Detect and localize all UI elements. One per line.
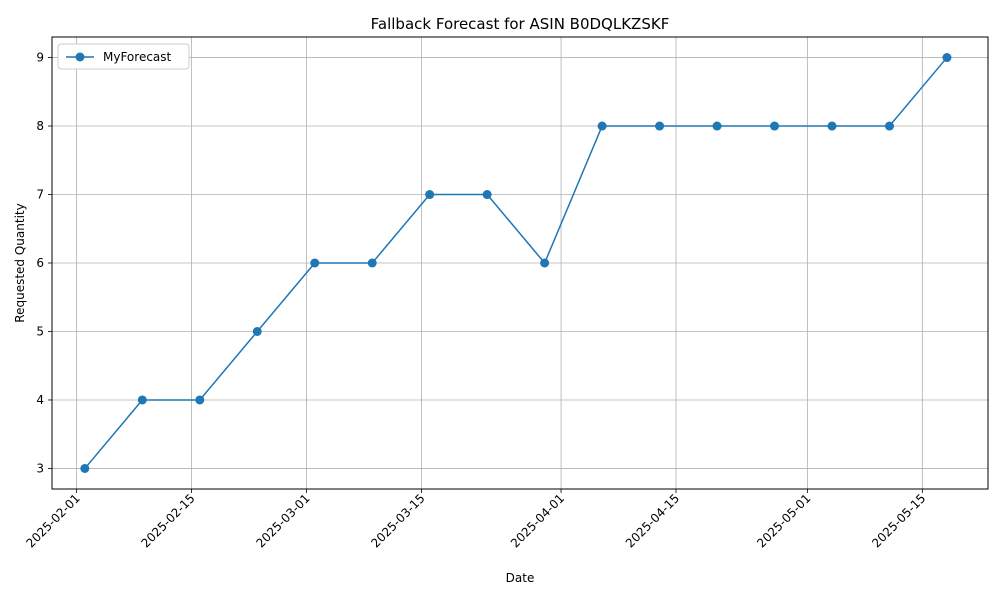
y-tick-label: 9 — [36, 51, 44, 65]
x-tick-label: 2025-05-01 — [754, 491, 813, 550]
chart-title: Fallback Forecast for ASIN B0DQLKZSKF — [371, 15, 670, 33]
data-point — [482, 190, 492, 200]
x-tick-label: 2025-03-15 — [368, 491, 427, 550]
x-tick-label: 2025-03-01 — [253, 491, 312, 550]
y-axis-label: Requested Quantity — [13, 203, 27, 322]
x-tick-label: 2025-05-15 — [869, 491, 928, 550]
legend-box — [57, 43, 190, 70]
legend-label: MyForecast — [103, 50, 172, 64]
legend-marker — [75, 52, 85, 62]
x-tick-label: 2025-02-01 — [24, 491, 83, 550]
y-tick-label: 5 — [36, 324, 44, 338]
data-point — [80, 463, 90, 473]
y-tick-label: 3 — [36, 461, 44, 475]
data-point — [195, 395, 205, 405]
y-tick-label: 6 — [36, 256, 44, 270]
data-point — [770, 121, 780, 131]
data-point — [827, 121, 837, 131]
data-point — [884, 121, 894, 131]
data-point — [252, 326, 262, 336]
data-point — [540, 258, 550, 268]
x-axis-label: Date — [506, 571, 535, 585]
data-point — [310, 258, 320, 268]
data-point — [367, 258, 377, 268]
data-point — [425, 190, 435, 200]
data-point — [655, 121, 665, 131]
data-point — [942, 53, 952, 63]
series-line — [84, 57, 948, 469]
data-point — [597, 121, 607, 131]
data-point — [137, 395, 147, 405]
legend: MyForecast — [57, 43, 190, 70]
x-tick-label: 2025-04-01 — [508, 491, 567, 550]
grid — [52, 37, 988, 489]
x-tick-label: 2025-02-15 — [138, 491, 197, 550]
x-tick-label: 2025-04-15 — [623, 491, 682, 550]
y-tick-label: 8 — [36, 119, 44, 133]
y-tick-label: 4 — [36, 393, 44, 407]
y-tick-label: 7 — [36, 188, 44, 202]
data-point — [712, 121, 722, 131]
series-layer — [80, 53, 952, 473]
